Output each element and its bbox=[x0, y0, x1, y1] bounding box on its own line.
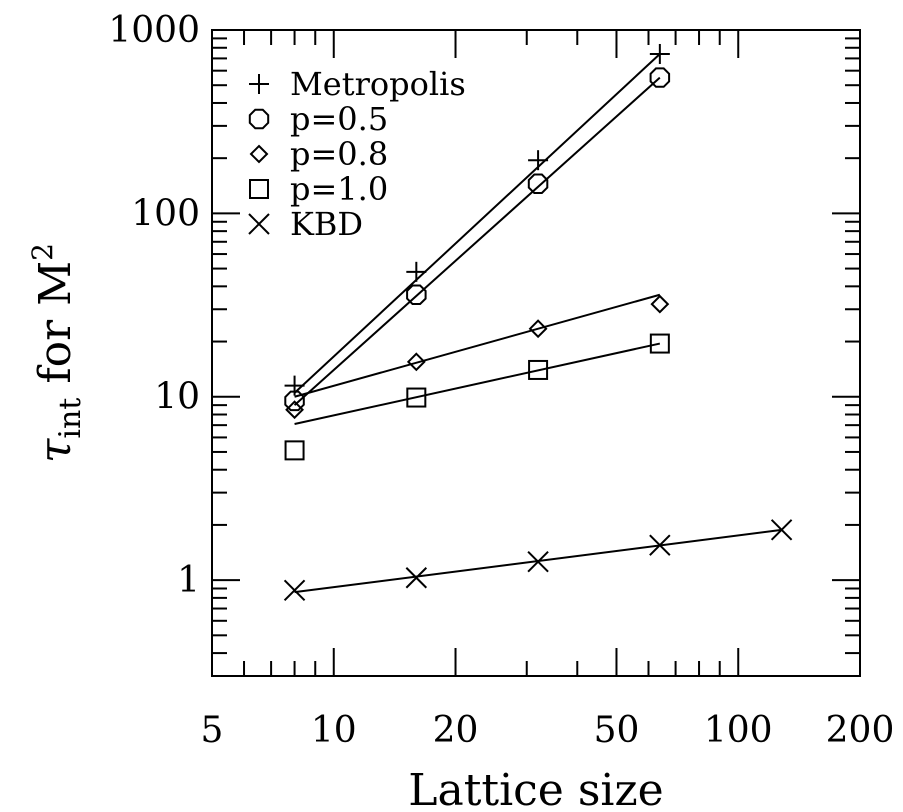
fit-line-diamond bbox=[294, 293, 661, 398]
y-axis-title-symbol: τ bbox=[30, 438, 81, 463]
x-tick-label: 10 bbox=[311, 710, 357, 751]
data-point-octagon bbox=[284, 390, 305, 412]
data-point-plus bbox=[649, 43, 670, 64]
legend-label: KBD bbox=[290, 205, 363, 243]
data-point-square bbox=[649, 333, 670, 354]
data-point-diamond bbox=[406, 352, 426, 372]
data-point-cross bbox=[770, 519, 793, 541]
legend-marker-square bbox=[249, 179, 269, 199]
x-tick-label: 100 bbox=[704, 710, 773, 751]
x-tick-label: 5 bbox=[201, 710, 224, 751]
x-tick-labels: 5 10 20 50 100 200 bbox=[201, 710, 895, 751]
data-point-plus bbox=[528, 150, 549, 171]
legend-marker-diamond bbox=[249, 144, 269, 164]
legend-marker-octagon bbox=[248, 108, 270, 130]
data-markers bbox=[283, 43, 793, 602]
x-tick-label: 50 bbox=[594, 710, 640, 751]
data-point-octagon bbox=[527, 173, 549, 194]
x-tick-label: 200 bbox=[826, 710, 895, 751]
data-point-cross bbox=[649, 534, 671, 556]
y-tick-label: 100 bbox=[131, 193, 200, 234]
legend-marker-cross bbox=[248, 213, 270, 235]
data-point-octagon bbox=[649, 67, 671, 88]
data-point-square bbox=[528, 359, 549, 380]
y-tick-label: 10 bbox=[154, 377, 200, 418]
data-point-diamond bbox=[285, 400, 304, 420]
legend-label: p=0.8 bbox=[290, 135, 388, 173]
fit-line-plus bbox=[293, 53, 661, 394]
x-tick-label: 20 bbox=[433, 710, 479, 751]
y-tick-labels: 1 10 100 1000 bbox=[108, 10, 200, 601]
plot-frame bbox=[211, 29, 861, 677]
y-axis-title-superscript: 2 bbox=[26, 243, 59, 261]
y-axis-title-middle: for bbox=[30, 306, 81, 398]
x-axis-title: Lattice size bbox=[408, 765, 663, 812]
fit-line-octagon bbox=[293, 76, 661, 406]
legend-label: p=1.0 bbox=[290, 170, 388, 208]
data-point-square bbox=[406, 387, 427, 408]
data-point-cross bbox=[405, 567, 428, 589]
axis-ticks bbox=[211, 29, 861, 677]
data-point-diamond bbox=[528, 319, 548, 339]
data-point-cross bbox=[283, 579, 306, 602]
data-point-octagon bbox=[406, 284, 427, 305]
fit-lines bbox=[293, 53, 782, 594]
data-point-square bbox=[284, 440, 305, 461]
data-point-diamond bbox=[650, 294, 670, 314]
data-point-plus bbox=[284, 375, 305, 396]
y-tick-label: 1 bbox=[177, 560, 200, 601]
y-tick-label: 1000 bbox=[108, 10, 200, 51]
data-point-plus bbox=[406, 261, 427, 282]
y-axis-title-subscript: int bbox=[53, 398, 88, 439]
legend-label: p=0.5 bbox=[290, 100, 388, 138]
y-axis-title: τint for M2 bbox=[26, 243, 88, 463]
data-point-cross bbox=[527, 551, 549, 573]
legend-label: Metropolis bbox=[290, 65, 466, 103]
legend-marker-plus bbox=[249, 74, 269, 94]
y-axis-title-quantity: M bbox=[30, 261, 81, 306]
fit-line-square bbox=[294, 342, 661, 425]
